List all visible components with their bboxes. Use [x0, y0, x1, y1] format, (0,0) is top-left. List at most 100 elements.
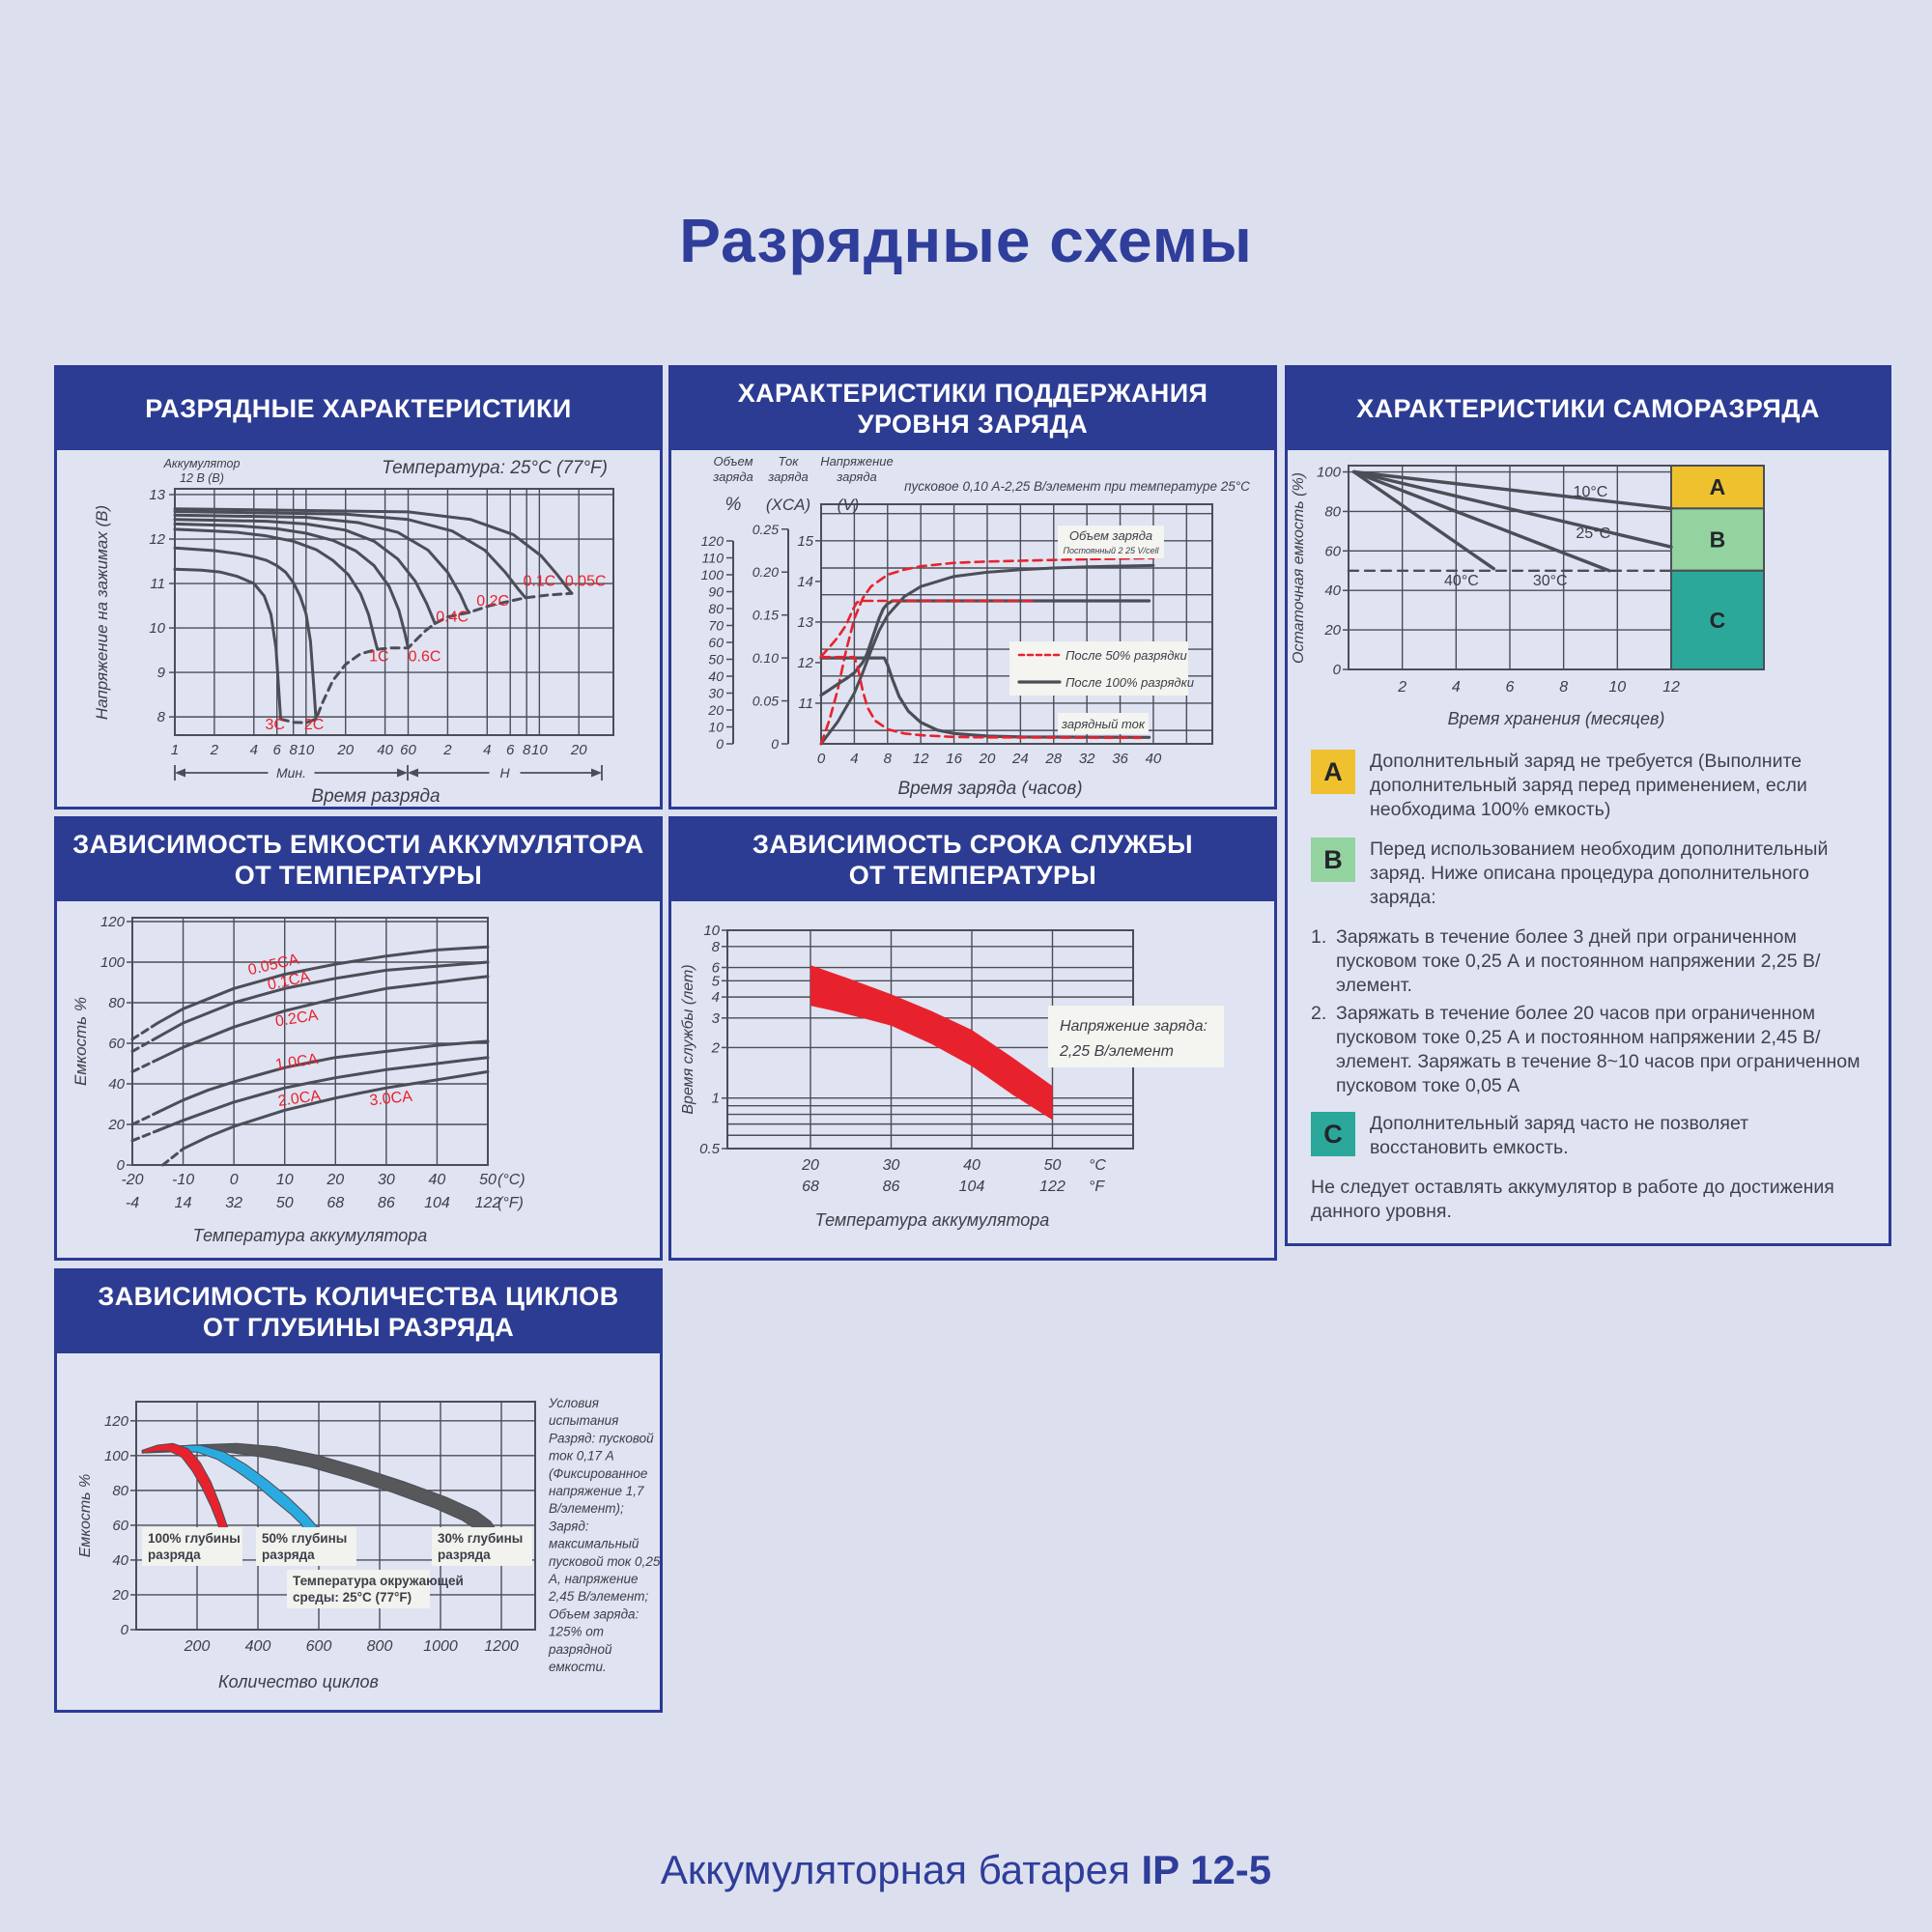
svg-text:2: 2 — [442, 742, 452, 758]
svg-text:среды: 25°C (77°F): среды: 25°C (77°F) — [293, 1590, 412, 1605]
svg-text:80: 80 — [112, 1483, 128, 1499]
svg-text:200: 200 — [184, 1638, 211, 1655]
panel-capacity-vs-temperature: ЗАВИСИМОСТЬ ЕМКОСТИ АККУМУЛЯТОРА ОТ ТЕМП… — [54, 816, 663, 1261]
zone-a-text: Дополнительный заряд не требуется (Выпол… — [1370, 751, 1807, 820]
svg-text:110: 110 — [702, 550, 724, 565]
svg-text:16: 16 — [946, 751, 962, 767]
svg-text:2.0CA: 2.0CA — [277, 1088, 323, 1110]
svg-text:B: B — [1710, 527, 1726, 553]
svg-text:50: 50 — [479, 1172, 497, 1188]
svg-text:испытания: испытания — [549, 1413, 618, 1428]
self-discharge-chart: A B C 10°C 25°C 40°C 30°C 0 20 40 60 80 100 2 4 6 8 10 12 О… — [1291, 465, 1766, 728]
svg-text:20: 20 — [1323, 622, 1341, 639]
svg-text:24: 24 — [1011, 751, 1029, 767]
panel-self-discharge-title: ХАРАКТЕРИСТИКИ САМОРАЗРЯДА — [1288, 368, 1889, 450]
svg-text:8: 8 — [712, 939, 721, 955]
svg-text:0: 0 — [117, 1157, 126, 1174]
svg-text:Заряд:: Заряд: — [549, 1519, 589, 1533]
svg-text:пусковое 0,10 А-2,25 В/элемент: пусковое 0,10 А-2,25 В/элемент при темпе… — [904, 479, 1250, 494]
svg-text:1.0CA: 1.0CA — [274, 1051, 320, 1073]
svg-text:60: 60 — [108, 1036, 125, 1052]
panel-capacity-temp-title: ЗАВИСИМОСТЬ ЕМКОСТИ АККУМУЛЯТОРА ОТ ТЕМП… — [57, 819, 660, 901]
svg-text:12 В (В): 12 В (В) — [180, 471, 224, 485]
svg-text:0: 0 — [121, 1622, 129, 1638]
svg-text:50: 50 — [708, 651, 724, 667]
svg-text:40: 40 — [429, 1172, 446, 1188]
svg-text:30: 30 — [883, 1157, 900, 1174]
svg-text:заряда: заряда — [767, 469, 809, 484]
svg-text:0.25: 0.25 — [753, 522, 779, 537]
svg-text:4: 4 — [1452, 679, 1461, 696]
panel-life-vs-temperature: ЗАВИСИМОСТЬ СРОКА СЛУЖБЫ ОТ ТЕМПЕРАТУРЫ … — [668, 816, 1277, 1261]
panel-cycles-vs-depth: ЗАВИСИМОСТЬ КОЛИЧЕСТВА ЦИКЛОВ ОТ ГЛУБИНЫ… — [54, 1268, 663, 1713]
svg-text:120: 120 — [701, 533, 724, 549]
svg-text:Объем заряда: Объем заряда — [1069, 528, 1152, 543]
svg-text:1000: 1000 — [423, 1638, 458, 1655]
svg-text:40: 40 — [1146, 751, 1162, 767]
svg-text:2: 2 — [210, 742, 219, 758]
svg-text:Постоянный 2 25 V/cell: Постоянный 2 25 V/cell — [1063, 546, 1159, 555]
svg-text:40: 40 — [708, 668, 724, 684]
svg-text:120: 120 — [104, 1413, 129, 1430]
svg-text:0.05C: 0.05C — [565, 573, 607, 589]
svg-text:36: 36 — [1112, 751, 1128, 767]
svg-text:122: 122 — [1039, 1179, 1065, 1195]
svg-text:80: 80 — [708, 601, 724, 616]
svg-text:0.05: 0.05 — [753, 694, 779, 709]
panel-float-title: ХАРАКТЕРИСТИКИ ПОДДЕРЖАНИЯ УРОВНЯ ЗАРЯДА — [671, 368, 1274, 450]
svg-text:Аккумулятор: Аккумулятор — [163, 457, 241, 470]
zone-b-badge: B — [1311, 838, 1355, 882]
svg-text:40: 40 — [112, 1552, 128, 1569]
svg-text:-10: -10 — [172, 1172, 194, 1188]
svg-text:12: 12 — [1662, 679, 1680, 696]
svg-text:6: 6 — [506, 742, 515, 758]
svg-text:12: 12 — [913, 751, 929, 767]
svg-text:100% глубины: 100% глубины — [148, 1531, 241, 1546]
zone-c-block: C Дополнительный заряд часто не позволяе… — [1311, 1112, 1865, 1160]
svg-text:40: 40 — [377, 742, 393, 758]
svg-text:25°C: 25°C — [1576, 526, 1610, 542]
zone-b-block: B Перед использованием необходим дополни… — [1311, 838, 1865, 910]
svg-text:60: 60 — [400, 742, 416, 758]
svg-text:10°C: 10°C — [1574, 484, 1608, 500]
svg-text:8: 8 — [523, 742, 531, 758]
page-title: Разрядные схемы — [679, 206, 1253, 275]
svg-text:В/элемент);: В/элемент); — [549, 1501, 624, 1516]
svg-text:0: 0 — [716, 736, 724, 752]
svg-text:20: 20 — [979, 751, 996, 767]
svg-text:11: 11 — [798, 696, 813, 712]
svg-text:После 100% разрядки: После 100% разрядки — [1065, 675, 1194, 690]
cycles-depth-chart: 100% глубины разряда 50% глубины разряда 30%… — [77, 1396, 660, 1691]
svg-text:122: 122 — [475, 1195, 501, 1211]
panel-life-temp-title: ЗАВИСИМОСТЬ СРОКА СЛУЖБЫ ОТ ТЕМПЕРАТУРЫ — [671, 819, 1274, 901]
svg-text:20: 20 — [707, 702, 724, 718]
svg-text:4: 4 — [850, 751, 858, 767]
svg-text:емкости.: емкости. — [549, 1660, 607, 1674]
svg-text:68: 68 — [802, 1179, 819, 1195]
svg-text:50: 50 — [276, 1195, 294, 1211]
svg-text:0: 0 — [1333, 662, 1342, 678]
svg-text:Остаточная емкость (%): Остаточная емкость (%) — [1291, 472, 1307, 664]
svg-text:зарядный ток: зарядный ток — [1061, 717, 1146, 731]
svg-text:разряда: разряда — [148, 1548, 201, 1562]
svg-text:пусковой ток 0,25: пусковой ток 0,25 — [549, 1554, 660, 1569]
svg-text:400: 400 — [245, 1638, 271, 1655]
svg-text:Емкость %: Емкость % — [71, 997, 90, 1086]
svg-text:3: 3 — [712, 1010, 721, 1027]
svg-text:20: 20 — [326, 1172, 344, 1188]
svg-text:0.6C: 0.6C — [409, 649, 441, 666]
svg-text:2C: 2C — [304, 717, 324, 733]
svg-text:12: 12 — [797, 655, 813, 671]
storage-warning-note: Не следует оставлять аккумулятор в работ… — [1311, 1177, 1834, 1222]
svg-text:Напряжение на зажимах (В): Напряжение на зажимах (В) — [93, 505, 111, 720]
svg-text:15: 15 — [797, 533, 813, 550]
svg-text:32: 32 — [225, 1195, 242, 1211]
svg-text:800: 800 — [367, 1638, 393, 1655]
svg-text:8: 8 — [1559, 679, 1568, 696]
svg-text:6: 6 — [712, 960, 721, 977]
svg-text:(XCA): (XCA) — [766, 496, 810, 514]
self-discharge-notes: A Дополнительный заряд не требуется (Вып… — [1288, 740, 1889, 1224]
zone-a-block: A Дополнительный заряд не требуется (Вып… — [1311, 750, 1865, 822]
svg-text:20: 20 — [107, 1117, 125, 1133]
svg-text:40: 40 — [108, 1076, 125, 1093]
